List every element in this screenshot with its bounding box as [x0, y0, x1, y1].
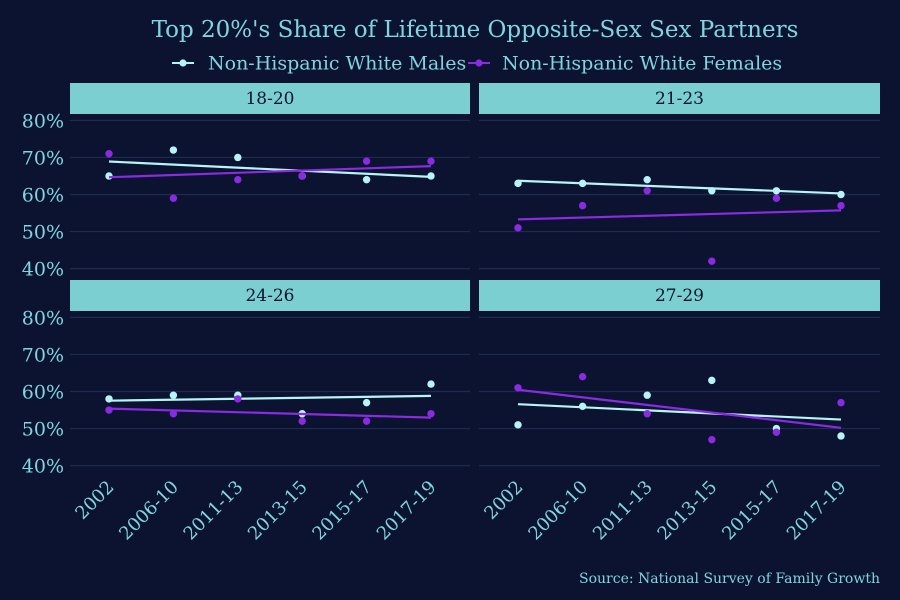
data-point-males — [234, 153, 242, 162]
data-point-males — [362, 398, 371, 407]
panel-strip-label: 24-26 — [245, 286, 294, 306]
data-point-males — [169, 146, 178, 154]
panel-strip — [479, 280, 880, 311]
data-point-males — [643, 391, 651, 399]
data-point-females — [298, 417, 306, 425]
trend-line-males — [517, 179, 842, 195]
data-point-females — [427, 157, 435, 165]
data-point-females — [772, 194, 781, 202]
y-tick-label: 60% — [22, 382, 64, 404]
y-tick-label: 40% — [22, 456, 64, 478]
y-tick-label: 70% — [22, 344, 64, 366]
y-tick-label: 80% — [22, 110, 64, 132]
data-point-males — [837, 190, 845, 199]
data-point-females — [427, 410, 435, 418]
data-point-males — [772, 187, 781, 195]
data-point-males — [169, 391, 178, 399]
data-point-males — [708, 187, 716, 195]
data-point-males — [578, 402, 587, 411]
data-point-females — [578, 372, 587, 381]
data-point-males — [578, 179, 587, 188]
data-point-females — [105, 406, 113, 414]
panel-18-20: 18-20 40% 50% 60% 70% 80% — [22, 83, 470, 281]
panel-21-23: 21-23 — [479, 83, 880, 270]
trend-line-males — [517, 403, 842, 421]
legend-key-dot — [179, 59, 187, 67]
trend-line-females — [108, 164, 432, 179]
data-point-females — [234, 175, 242, 184]
data-point-females — [362, 417, 371, 425]
trend-line-females — [108, 407, 432, 419]
data-point-males — [105, 172, 113, 180]
y-tick-label: 70% — [22, 147, 64, 169]
panel-strip — [70, 280, 470, 311]
data-point-males — [514, 421, 522, 429]
chart-title: Top 20%'s Share of Lifetime Opposite-Sex… — [152, 17, 799, 43]
legend-label: Non-Hispanic White Males — [208, 53, 466, 75]
panel-strip — [479, 83, 880, 114]
legend-label: Non-Hispanic White Females — [502, 53, 782, 75]
data-point-males — [643, 175, 651, 184]
data-point-males — [105, 395, 113, 403]
data-point-females — [514, 224, 522, 232]
source-note: Source: National Survey of Family Growth — [579, 571, 880, 587]
data-point-females — [514, 384, 522, 392]
trend-line-males — [108, 394, 432, 402]
data-point-females — [643, 410, 651, 418]
y-tick-label: 50% — [22, 222, 64, 244]
data-point-males — [427, 380, 435, 388]
legend-key-dot — [475, 59, 483, 67]
data-point-females — [772, 428, 781, 436]
panel-strip-label: 18-20 — [245, 89, 294, 109]
trend-line-males — [108, 160, 432, 178]
data-point-females — [298, 172, 306, 180]
data-point-males — [362, 175, 371, 184]
data-point-females — [837, 398, 845, 407]
data-point-females — [643, 187, 651, 195]
y-tick-label: 60% — [22, 185, 64, 207]
data-point-females — [169, 194, 178, 202]
data-point-females — [837, 201, 845, 210]
data-point-females — [708, 257, 716, 265]
panel-strip — [70, 83, 470, 114]
panel-strip-label: 21-23 — [655, 89, 704, 109]
data-point-females — [234, 395, 242, 403]
legend: Non-Hispanic White Males Non-Hispanic Whi… — [172, 53, 782, 75]
data-point-males — [514, 179, 522, 188]
y-tick-label: 80% — [22, 307, 64, 329]
data-point-females — [105, 150, 113, 158]
panel-strip-label: 27-29 — [655, 286, 704, 306]
data-point-females — [362, 157, 371, 165]
data-point-males — [427, 172, 435, 180]
data-point-females — [578, 201, 587, 210]
data-point-females — [169, 410, 178, 418]
data-point-females — [708, 435, 716, 444]
y-tick-label: 50% — [22, 419, 64, 441]
trend-line-females — [517, 209, 842, 221]
y-tick-label: 40% — [22, 259, 64, 281]
data-point-males — [708, 376, 716, 385]
trend-line-females — [517, 388, 842, 429]
data-point-males — [837, 432, 845, 440]
